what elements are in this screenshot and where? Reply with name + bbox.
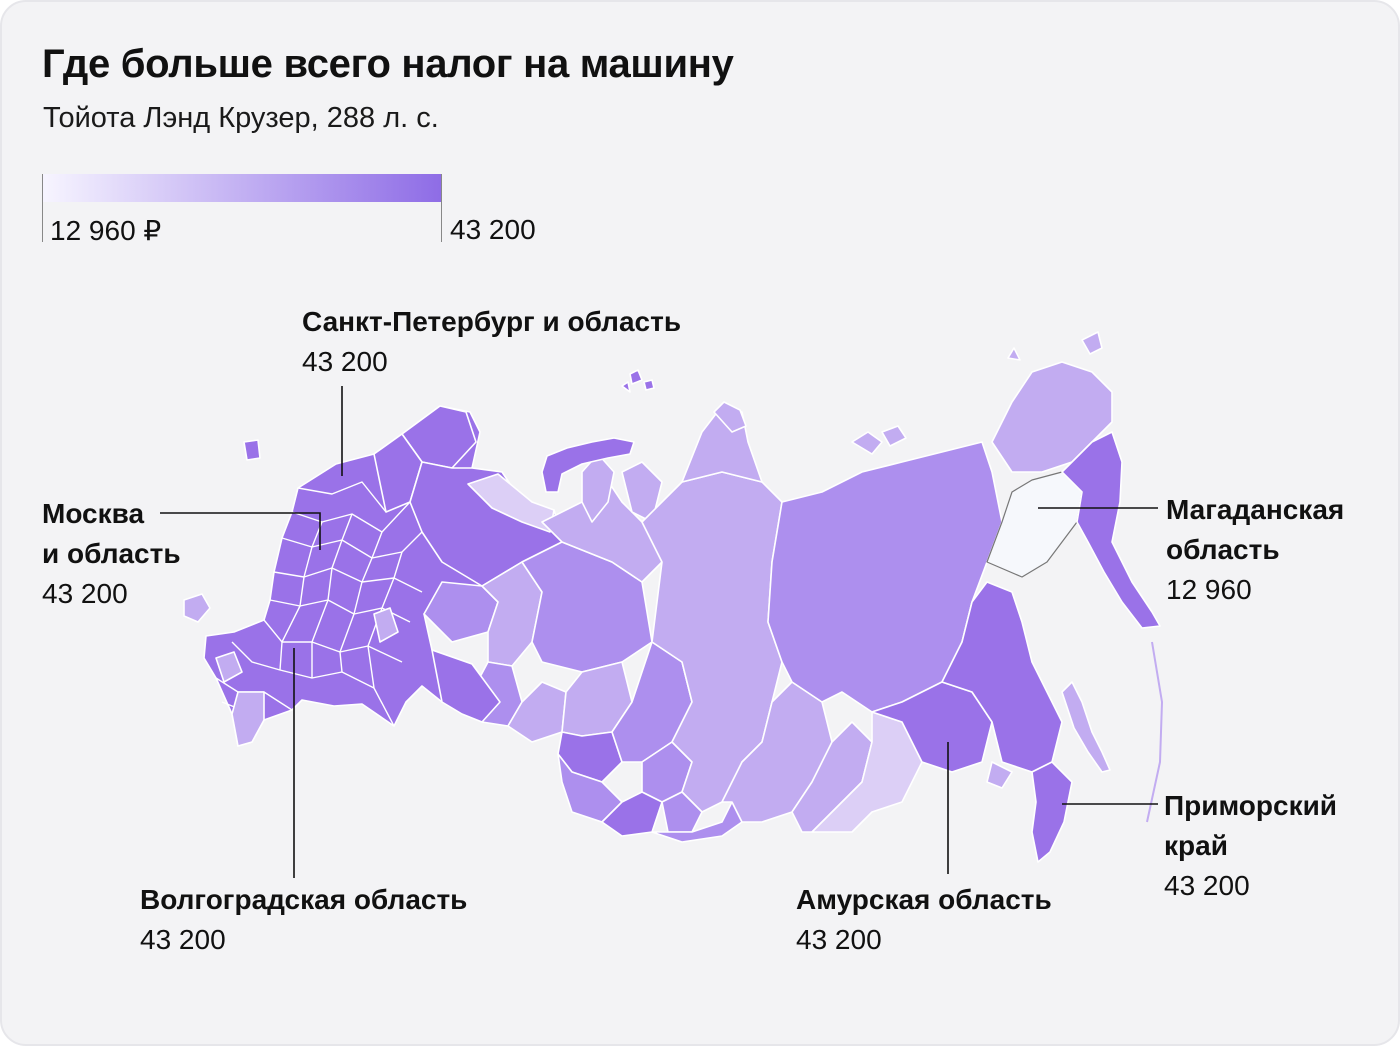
region-novaya-zemlya — [541, 437, 635, 493]
callout-primorsky-name-2: край — [1164, 830, 1228, 861]
region-wrangel — [1007, 347, 1021, 361]
region-jewish — [986, 761, 1013, 789]
region-belgorod — [215, 651, 243, 683]
callout-magadan-name-2: область — [1166, 534, 1280, 565]
legend-tick-min — [42, 174, 43, 242]
chart-title: Где больше всего налог на машину — [42, 42, 734, 86]
callout-moscow: Москва и область 43 200 — [42, 494, 181, 614]
region-stavropol — [231, 691, 265, 747]
region-kamchatka — [1061, 431, 1161, 629]
callout-spb-name: Санкт-Петербург и область — [302, 306, 682, 337]
region-sakhalin — [1061, 681, 1111, 773]
region-severnaya-zemlya — [713, 401, 747, 433]
callout-amur-name: Амурская область — [796, 884, 1052, 915]
callout-volgograd: Волгоградская область 43 200 — [140, 880, 467, 960]
callout-amur: Амурская область 43 200 — [796, 880, 1052, 960]
callout-magadan-name-1: Магаданская — [1166, 494, 1345, 525]
legend-min-label: 12 960 ₽ — [50, 215, 162, 246]
callout-volgograd-name: Волгоградская область — [140, 884, 468, 915]
legend-gradient-bar — [42, 174, 442, 202]
callout-volgograd-value: 43 200 — [140, 924, 226, 955]
region-kaliningrad — [243, 439, 261, 461]
callout-amur-value: 43 200 — [796, 924, 882, 955]
region-amur — [871, 681, 993, 773]
legend-tick-max — [441, 174, 442, 242]
region-franz-josef — [621, 369, 655, 393]
region-crimea — [183, 593, 211, 623]
region-primorsky — [1031, 761, 1073, 863]
callout-spb-value: 43 200 — [302, 346, 388, 377]
callout-moscow-name-2: и область — [42, 538, 181, 569]
region-novosibirsk-islands-2 — [881, 425, 907, 447]
region-tula-light — [373, 607, 399, 643]
callout-magadan: Магаданская область 12 960 — [1166, 490, 1344, 610]
region-gydan — [621, 461, 663, 523]
region-chukotka-tip — [1081, 331, 1103, 355]
callout-spb: Санкт-Петербург и область 43 200 — [302, 302, 681, 382]
callout-primorsky-name-1: Приморский — [1164, 790, 1338, 821]
region-orenburg — [431, 649, 501, 723]
callout-magadan-value: 12 960 — [1166, 574, 1252, 605]
region-chukotka — [991, 361, 1113, 473]
region-khakassia — [661, 791, 703, 833]
callout-primorsky: Приморский край 43 200 — [1164, 786, 1337, 906]
callout-moscow-name-1: Москва — [42, 498, 145, 529]
leader-moscow — [160, 512, 321, 550]
callout-primorsky-value: 43 200 — [1164, 870, 1250, 901]
callout-moscow-value: 43 200 — [42, 578, 128, 609]
chart-subtitle: Тойота Лэнд Крузер, 288 л. с. — [43, 102, 439, 134]
region-khabarovsk — [941, 581, 1063, 773]
region-kurils — [1146, 641, 1163, 823]
region-novosibirsk-islands — [851, 431, 883, 455]
legend-max-label: 43 200 — [450, 214, 536, 245]
